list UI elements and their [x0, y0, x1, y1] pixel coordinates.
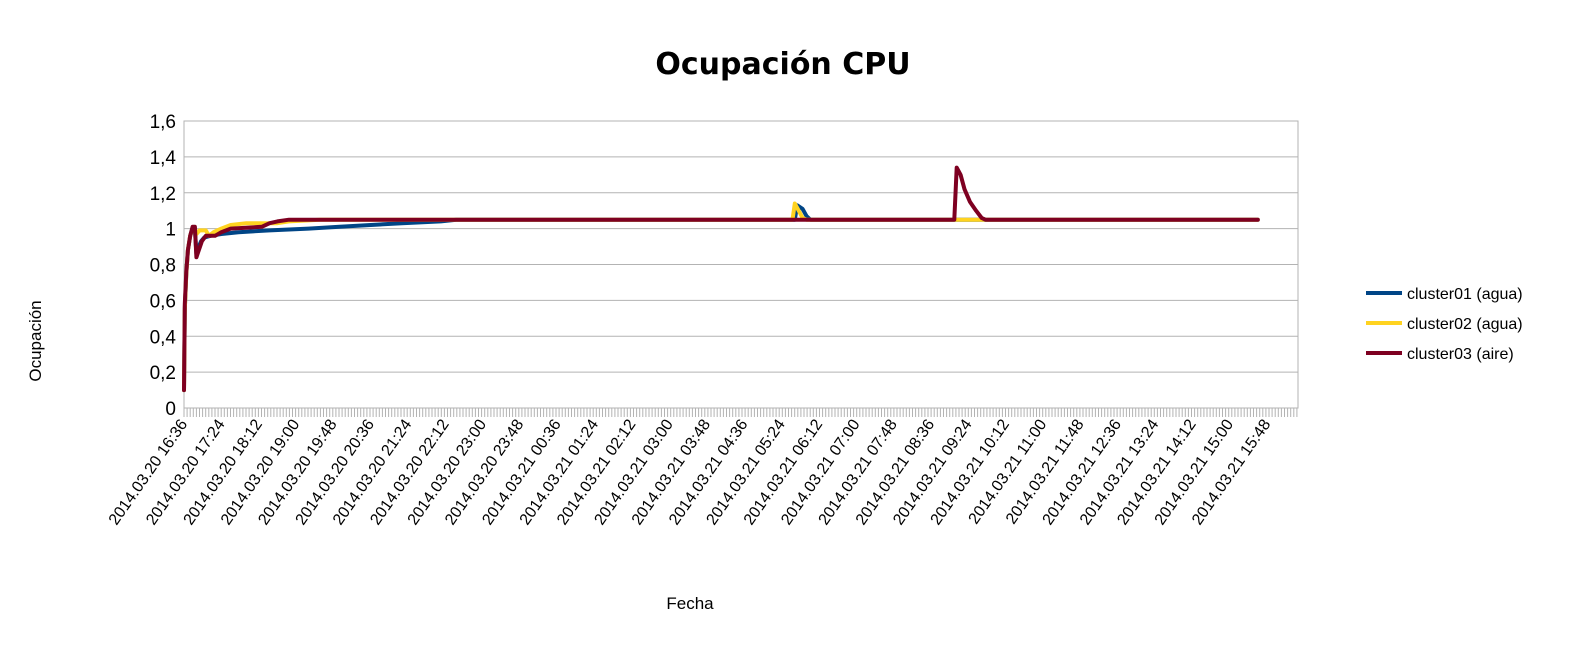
y-tick-label: 0,4 — [150, 327, 177, 348]
series-line-1 — [182, 203, 1260, 393]
y-tick-label: 0,6 — [150, 291, 176, 312]
y-axis-tick-labels: 0 0,2 0,4 0,6 0,8 1 1,2 1,4 1,6 — [150, 112, 177, 420]
y-tick-label: 0 — [165, 399, 176, 420]
x-minor-tick-marks — [183, 408, 1298, 417]
plot-area — [183, 120, 1299, 409]
data-series — [182, 165, 1260, 393]
legend: cluster01 (agua) cluster02 (agua) cluster0… — [1366, 286, 1523, 363]
legend-label: cluster03 (aire) — [1407, 346, 1514, 363]
x-axis-title: Fecha — [666, 594, 714, 613]
gridlines — [184, 120, 1298, 409]
y-tick-label: 1,6 — [150, 112, 176, 133]
series-line-2 — [182, 201, 1260, 393]
y-tick-label: 0,8 — [150, 256, 176, 277]
y-tick-label: 1 — [165, 220, 176, 241]
x-minor-ticks — [183, 408, 1298, 417]
series-line-3 — [182, 165, 1260, 393]
y-tick-label: 1,2 — [150, 184, 176, 205]
legend-label: cluster01 (agua) — [1407, 286, 1523, 303]
y-tick-label: 1,4 — [150, 148, 177, 169]
y-axis-title: Ocupación — [26, 300, 45, 381]
legend-label: cluster02 (agua) — [1407, 316, 1523, 333]
chart-title: Ocupación CPU — [655, 47, 910, 82]
y-tick-label: 0,2 — [150, 363, 176, 384]
